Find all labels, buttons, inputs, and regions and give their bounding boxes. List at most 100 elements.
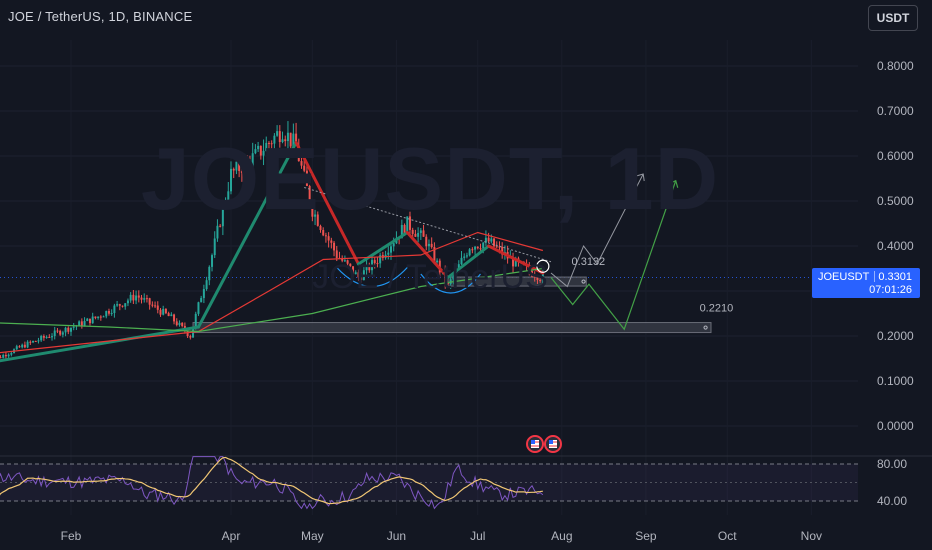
candle-body <box>221 205 224 227</box>
candle-body <box>376 263 379 265</box>
candle-body <box>135 295 138 301</box>
candle-body <box>105 311 108 317</box>
candle-body <box>80 321 83 326</box>
candle-body <box>403 224 406 234</box>
candle-body <box>411 229 414 234</box>
price-tag-price: 0.3301 <box>878 271 912 283</box>
candle-body <box>121 305 124 307</box>
candle-body <box>460 257 463 265</box>
candle-body <box>482 242 485 249</box>
candle-body <box>493 238 496 247</box>
candle-body <box>4 354 7 357</box>
candle-body <box>362 270 365 281</box>
candle-body <box>387 252 390 255</box>
candle-body <box>137 295 140 298</box>
candle-body <box>219 225 222 227</box>
candle-body <box>346 260 349 264</box>
candle-body <box>156 305 159 310</box>
candle-body <box>471 249 474 251</box>
candle-body <box>392 243 395 247</box>
candle-body <box>368 264 371 271</box>
moving-averages <box>0 141 545 363</box>
candle-body <box>251 153 254 167</box>
candle-body <box>319 225 322 231</box>
candle-body <box>476 246 479 249</box>
candle-body <box>278 131 281 142</box>
candle-body <box>10 353 13 355</box>
candle-body <box>97 316 100 319</box>
candle-body <box>533 276 536 278</box>
candle-body <box>422 230 425 237</box>
candle-body <box>327 236 330 241</box>
candle-body <box>200 298 203 303</box>
ema-fast-segment <box>0 325 200 363</box>
candle-body <box>56 330 59 332</box>
candle-body <box>197 302 200 314</box>
candle-body <box>48 337 51 339</box>
x-tick-label: May <box>301 529 324 543</box>
candle-body <box>37 340 40 342</box>
candle-body <box>419 230 422 233</box>
bull-projection-arrowhead <box>636 173 645 182</box>
level-label-lower: 0.2210 <box>700 303 734 315</box>
bull-projection-path <box>550 173 644 288</box>
candle-body <box>295 133 298 146</box>
y-tick-label: 0.8000 <box>877 59 914 73</box>
x-tick-label: Feb <box>61 529 82 543</box>
candle-body <box>281 139 284 142</box>
candle-body <box>490 238 493 242</box>
candle-body <box>232 168 235 171</box>
candle-body <box>126 300 129 304</box>
x-tick-label: Sep <box>635 529 657 543</box>
y-tick-label: 0.6000 <box>877 149 914 163</box>
candle-body <box>373 260 376 264</box>
x-tick-label: Jun <box>387 529 406 543</box>
candle-body <box>162 308 165 315</box>
watermark-symbol: JOEUSDT, 1D <box>140 129 720 228</box>
candle-body <box>202 289 205 299</box>
candle-body <box>59 330 62 335</box>
currency-button[interactable]: USDT <box>868 5 918 31</box>
drawings: 0.3132 0.2210 <box>304 173 734 331</box>
rsi-band <box>0 464 858 501</box>
candle-body <box>246 159 249 161</box>
candle-body <box>243 159 246 173</box>
candle-body <box>536 277 539 281</box>
candle-body <box>148 298 151 305</box>
candle-body <box>276 131 279 136</box>
flag-canton <box>531 440 535 444</box>
price-tag-symbol: JOEUSDT <box>818 271 870 283</box>
candle-body <box>360 277 363 281</box>
candle-body <box>159 309 162 315</box>
candle-body <box>311 203 314 217</box>
candle-body <box>91 316 94 324</box>
candle-body <box>400 224 403 239</box>
candle-body <box>465 255 468 257</box>
y-tick-label: 0.7000 <box>877 104 914 118</box>
candle-body <box>40 335 43 341</box>
candle-body <box>341 258 344 261</box>
candle-body <box>213 238 216 256</box>
candle-body <box>427 243 430 247</box>
x-axis: Feb Apr May Jun Jul Aug Sep Oct Nov <box>61 529 822 543</box>
candle-body <box>83 320 86 326</box>
rsi-pane <box>0 456 858 510</box>
candle-body <box>495 246 498 248</box>
candle-body <box>371 260 374 271</box>
y-tick-label: 0.4000 <box>877 239 914 253</box>
rsi-ma-line <box>0 456 543 505</box>
candle-body <box>32 340 35 343</box>
candle-body <box>132 294 135 301</box>
candle-body <box>164 308 167 314</box>
candle-body <box>29 341 32 343</box>
candle-body <box>178 322 181 326</box>
candle-body <box>129 294 132 301</box>
candle-body <box>26 341 29 348</box>
candle-body <box>474 246 477 250</box>
cup-arc-left <box>336 267 408 288</box>
candle-body <box>167 313 170 317</box>
candle-body <box>333 242 336 251</box>
candle-body <box>235 161 238 171</box>
candle-body <box>300 161 303 166</box>
